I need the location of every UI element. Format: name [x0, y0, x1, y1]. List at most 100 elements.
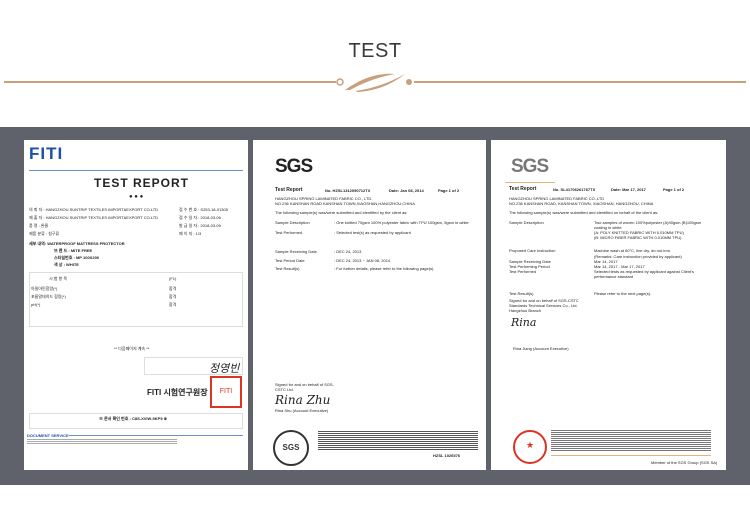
text-doc1-fields-3-value: 침구류	[48, 231, 60, 236]
text-doc1-continued: ** 다음페이지 계속 **	[114, 346, 150, 351]
text-doc1-details-0-value: MITE FREE	[70, 248, 93, 253]
decoration: 브 랜 드 : MITE FREE	[54, 248, 93, 253]
fiti-seal-stamp: FITI	[210, 376, 242, 408]
decoration: 접 수 번 호 : S253-18-01305	[179, 207, 228, 212]
text-doc1-fields-1-value: HANGZHOU SUNTRIP TEXTILES IMPORT&EXPORT …	[45, 215, 159, 220]
text-doc1-fields-0-value: HANGZHOU SUNTRIP TEXTILES IMPORT&EXPORT …	[45, 207, 159, 212]
sgs-seal-stamp: SGS	[273, 430, 309, 466]
fiti-test-report[interactable]: FITI TEST REPORT ● ● ● 의 뢰 자 : HANGZHOU …	[24, 140, 248, 470]
text-doc3-company: HANGZHOU SPRING LAMINATED FABRIC CO.,LTD	[509, 196, 605, 201]
decoration: 페 이 지 : 1/3	[179, 231, 202, 236]
decoration	[551, 455, 711, 456]
text-doc3-rows-7-label: Test Performed	[509, 269, 537, 274]
decoration: 제 출 자 : HANGZHOU SUNTRIP TEXTILES IMPORT…	[29, 215, 159, 220]
signature: Rina Zhu	[275, 393, 331, 407]
carousel-dots[interactable]: ● ● ●	[129, 194, 144, 200]
text-doc1-detail-label: 세부 내역	[29, 241, 45, 246]
sgs-test-report-2014[interactable]: SGS Test Report No. HZSL1312090712TX Dat…	[253, 140, 486, 470]
text-doc3-rows-3-value: Machine wash at 60°C, line dry, do not i…	[594, 248, 672, 253]
sgs-logo: SGS	[275, 156, 313, 177]
text-doc3-signed: Signed for and on behalf of SGS-CSTC Sta…	[509, 298, 579, 313]
decoration: 접 수 일 자 : 2018-03-06	[179, 215, 221, 220]
text-doc1-table-rows-1-0: 포름알데히드 함량(*)	[31, 294, 66, 299]
decoration	[345, 73, 395, 90]
text-doc1-fields-2-label: 품 명	[29, 223, 38, 228]
decoration: 제품 분류 : 침구류	[29, 231, 60, 236]
decoration: 색 상 : WHITE	[54, 262, 79, 267]
signature: Rina	[511, 316, 537, 329]
decoration	[551, 430, 711, 452]
results-table	[29, 272, 243, 327]
text-doc1-right-fields-1-label: 접 수 일 자	[179, 215, 198, 220]
text-doc2-rows-4-value: : For further details, please refer to t…	[334, 266, 435, 271]
text-doc2-serial: HZSL 1026576	[433, 453, 461, 458]
company-seal-stamp: ★	[513, 430, 547, 464]
text-doc3-rows-6-value: Mar 14, 2017 - Mar 17, 2017	[594, 264, 645, 269]
text-doc1-fields-0-label: 의 뢰 자	[29, 207, 43, 212]
text-doc3-rows-8-label: Test Result(s)	[509, 291, 534, 296]
text-doc1-table-rows-2-0: pH(*)	[31, 302, 41, 307]
field-label: 의 뢰 자 : HANGZHOU SUNTRIP TEXTILES IMPORT…	[29, 207, 159, 212]
decoration: 스타일번호 : MP 100X200	[54, 255, 100, 260]
text-doc2-rows-1-label: Test Performed	[275, 230, 303, 235]
decoration	[27, 439, 177, 445]
text-doc1-table-rows-1-1: 합격	[169, 294, 177, 299]
text-doc2-rows-3-label: Test Period Date	[275, 258, 305, 263]
text-doc1-details-1-label: 스타일번호	[54, 255, 73, 260]
decoration	[336, 78, 344, 86]
text-doc2-rows-2-label: Sample Receiving Date	[275, 249, 317, 254]
decoration	[505, 182, 555, 183]
text-doc2-intro: The following sample(s) was/were submitt…	[275, 210, 408, 215]
text-doc1-fields-1-label: 제 출 자	[29, 215, 43, 220]
text-doc3-heading: Test Report	[509, 186, 537, 192]
text-doc1-right-fields-0-value: S253-18-01305	[200, 207, 228, 212]
text-doc1-table-rows-2-1: 합격	[169, 302, 177, 307]
sgs-logo: SGS	[511, 156, 549, 177]
text-doc1-table-header-1: (F1)	[169, 276, 177, 281]
text-doc2-date: Date: Jan 08, 2014	[389, 188, 424, 193]
text-doc3-rows-0-label: Sample Description	[509, 220, 544, 225]
text-doc2-rows-0-value: : One knitted 70gsm 100% polyester fabri…	[334, 220, 469, 225]
decoration	[69, 435, 243, 436]
sgs-test-report-2017[interactable]: SGS Test Report No. SL41706261767TX Date…	[491, 140, 726, 470]
decoration	[29, 170, 243, 171]
text-doc3-date: Date: Mar 17, 2017	[611, 187, 646, 192]
text-doc2-heading: Test Report	[275, 187, 303, 193]
text-doc1-details-2-value: WHITE	[66, 262, 79, 267]
text-doc3-intro: The following sample(s) was/were submitt…	[509, 210, 659, 215]
document-service-label: DOCUMENT SERVICE	[27, 433, 69, 438]
decoration	[406, 79, 412, 85]
text-doc1-details-1-value: MP 100X200	[75, 255, 100, 260]
text-doc1-product: WATERPROOF MATTRESS PROTECTOR	[47, 241, 125, 246]
text-doc2-number: No. HZSL1312090712TX	[325, 188, 371, 193]
text-doc1-details-0-label: 브 랜 드	[54, 248, 68, 253]
signature: 정영빈	[209, 362, 240, 375]
text-doc1-table-rows-0-0: 아릴아민함량(*)	[31, 286, 58, 291]
text-doc3-rows-0-value: Two samples of woven 100%polyester (A)90…	[594, 220, 702, 230]
text-doc3-rows-8-value: Please refer to the next page(s).	[594, 291, 652, 296]
decoration	[318, 431, 478, 451]
signer-org: FITI 시험연구원장	[147, 388, 208, 397]
decoration	[144, 357, 243, 375]
text-doc2-rows-3-value: : DEC 24, 2013 ~ JAN 08, 2014	[334, 258, 391, 263]
text-doc3-member: Member of the SGS Group (SGS SA)	[651, 460, 718, 465]
text-doc3-rows-6-label: Test Performing Period	[509, 264, 550, 269]
text-doc3-rows-5-label: Sample Receiving Date	[509, 259, 551, 264]
section-title: TEST	[348, 40, 402, 62]
text-doc1-fields-3-label: 제품 분류	[29, 231, 45, 236]
text-doc2-page: Page 1 of 2	[438, 188, 460, 193]
text-doc3-rows-3-label: Proposed Care Instruction	[509, 248, 556, 253]
text-doc1-table-header-0: 시 험 항 목	[49, 276, 68, 281]
text-doc2-rows-1-value: : Selected test(s) as requested by appli…	[334, 230, 411, 235]
text-doc1-details-2-label: 색 상	[54, 262, 63, 267]
text-doc3-rows-1-value: (A: POLY KNITTED FABRIC WITH 0.010MM TPU…	[594, 230, 684, 235]
text-doc1-table-rows-0-1: 합격	[169, 286, 177, 291]
text-doc1-right-fields-3-label: 페 이 지	[179, 231, 193, 236]
text-doc1-fields-2-value: 완물	[40, 223, 49, 228]
text-doc3-signer: Rina Jiang (Account Executive)	[513, 346, 569, 351]
ornamental-divider	[4, 73, 746, 92]
text-doc2-rows-2-value: : DEC 24, 2013	[334, 249, 362, 254]
text-doc1-right-fields-3-value: 1/3	[195, 231, 202, 236]
text-doc3-rows-7-value: Selected tests as requested by applicant…	[594, 269, 694, 279]
text-doc1-doc-number: ※ 문서 확인 번호 : C8S-XVIW-9KP9 ※	[99, 416, 168, 421]
